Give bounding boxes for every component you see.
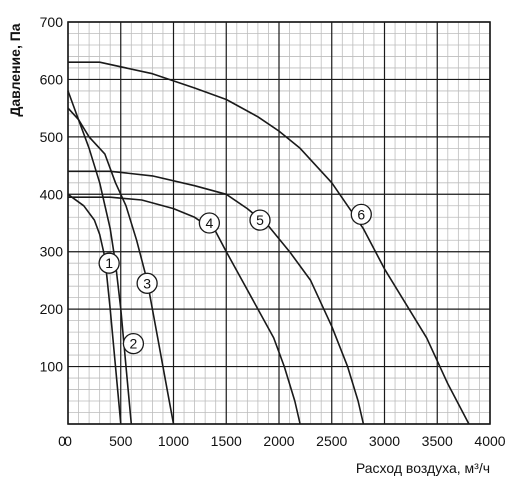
y-tick-label: 100 <box>40 359 64 375</box>
x-axis-title: Расход воздуха, м³/ч <box>356 460 490 476</box>
curve-label-circle-2 <box>122 332 145 355</box>
curve-3 <box>67 107 175 425</box>
x-tick-label: 3000 <box>369 433 400 449</box>
curve-label-circle-4 <box>198 212 221 234</box>
curve-label-6: 6 <box>357 206 365 222</box>
x-tick-label: 1000 <box>158 433 189 449</box>
y-tick-label: 600 <box>40 71 64 87</box>
x-tick-label: 2500 <box>316 433 347 449</box>
curve-label-circle-5 <box>249 209 271 231</box>
y-tick-label: 400 <box>40 186 64 202</box>
curve-4 <box>68 196 301 425</box>
curve-label-2: 2 <box>130 336 138 352</box>
curve-label-circle-3 <box>136 272 158 294</box>
x-tick-label: 4000 <box>474 433 505 449</box>
y-tick-label: 500 <box>40 129 64 145</box>
x-tick-label: 1500 <box>211 433 242 449</box>
curve-labels: 1 2 3 4 5 6 <box>98 203 372 355</box>
x-tick-label: 500 <box>109 433 133 449</box>
curve-label-circle-1 <box>98 252 120 274</box>
y-tick-label: 300 <box>40 244 64 260</box>
curve-label-5: 5 <box>256 212 264 228</box>
y-axis-title: Давление, Па <box>7 23 23 116</box>
curve-6 <box>68 61 470 425</box>
plot-frame <box>67 21 491 425</box>
y-axis-ticks: 100 200 300 400 500 600 700 <box>40 14 64 375</box>
x-axis-ticks: 0 500 1000 1500 2000 2500 3000 3500 4000 <box>64 433 506 449</box>
x-tick-label: 0 <box>64 433 72 449</box>
x-tick-label: 2000 <box>263 433 294 449</box>
major-gridlines <box>67 21 491 425</box>
curve-label-4: 4 <box>205 215 213 231</box>
curve-label-circle-6 <box>350 203 372 226</box>
x-tick-label: 3500 <box>422 433 453 449</box>
curve-label-3: 3 <box>143 275 151 291</box>
y-tick-origin-label: 0 <box>58 433 66 449</box>
curve-label-1: 1 <box>105 255 113 271</box>
y-tick-label: 700 <box>40 14 64 30</box>
curve-1 <box>67 193 122 425</box>
minor-gridlines <box>68 22 490 424</box>
y-tick-label: 200 <box>40 301 64 317</box>
